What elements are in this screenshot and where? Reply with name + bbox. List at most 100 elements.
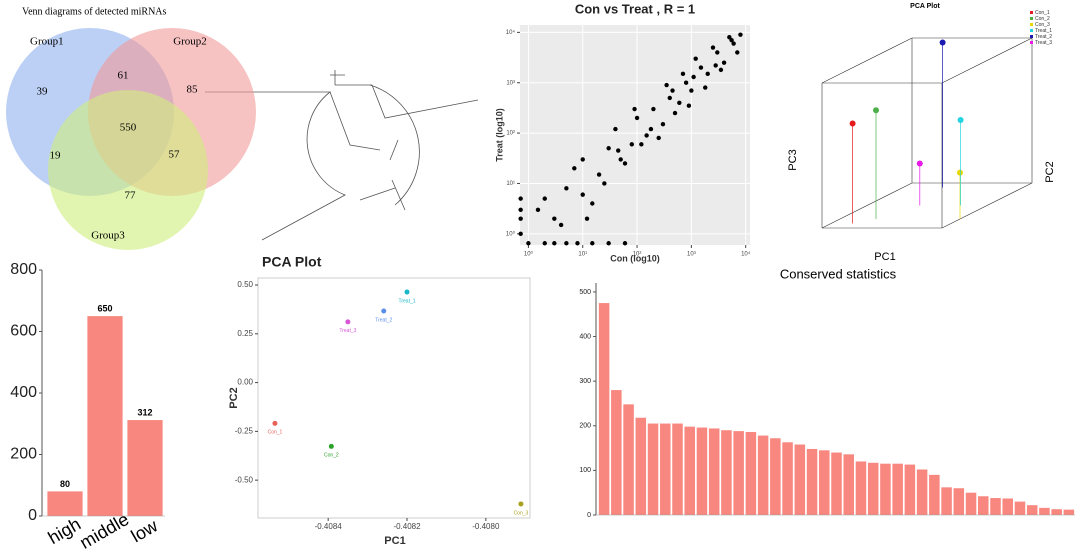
y-tick-label: -0.50 (235, 475, 254, 484)
venn-set (48, 90, 208, 250)
point (939, 39, 946, 46)
y-tick-label: -0.25 (235, 426, 254, 435)
x-axis-label: Con (log10) (610, 253, 660, 263)
point-label: Con_3 (514, 510, 529, 516)
point (580, 157, 585, 162)
point (721, 60, 727, 65)
legend-swatch (1030, 35, 1033, 38)
region-count: 85 (187, 84, 199, 96)
bar (941, 487, 952, 515)
chart-title: PCA Plot (910, 3, 940, 10)
bar (794, 444, 806, 515)
bar (770, 438, 781, 515)
point (518, 207, 523, 212)
plot-background (520, 25, 750, 245)
bar (696, 427, 708, 515)
bar (623, 404, 634, 515)
point (713, 63, 718, 68)
bar (843, 454, 854, 515)
bar (965, 492, 977, 515)
bar (647, 423, 659, 515)
point (518, 231, 523, 237)
tree-branch (335, 84, 479, 119)
point (272, 420, 278, 426)
bar (1002, 498, 1013, 515)
point (691, 74, 696, 80)
data-label: 650 (97, 304, 112, 314)
point (718, 67, 724, 73)
point (656, 135, 661, 141)
x-tick-label: -0.4084 (315, 522, 343, 531)
point (710, 45, 716, 50)
y-tick-label: 10⁴ (506, 29, 516, 36)
point (680, 71, 686, 77)
box-edge (821, 37, 913, 84)
point (651, 106, 656, 112)
point (667, 95, 672, 101)
bar (684, 426, 695, 515)
point (648, 126, 654, 132)
point (590, 201, 595, 206)
point (672, 110, 678, 116)
point (689, 88, 694, 93)
x-tick-label: low (128, 515, 162, 546)
bar (635, 417, 647, 515)
point-label: Con_2 (324, 453, 339, 459)
bar (1051, 509, 1062, 515)
point (613, 126, 618, 132)
point (683, 80, 689, 85)
y-tick-label: 100 (579, 467, 591, 474)
point (616, 148, 621, 153)
legend-label: Con_1 (1035, 10, 1050, 16)
x-tick-label: 10³ (687, 252, 696, 258)
point (518, 196, 523, 201)
point (634, 115, 640, 121)
point (602, 181, 607, 186)
chart-title: Conserved statistics (780, 266, 897, 281)
box-edge (821, 182, 913, 229)
bar (1063, 509, 1075, 515)
bar (819, 450, 830, 515)
legend-swatch (1030, 23, 1033, 26)
chart-title: Venn diagrams of detected miRNAs (22, 6, 167, 17)
region-count: 61 (118, 70, 129, 82)
point (660, 122, 666, 127)
y-tick-label: 10⁰ (506, 230, 516, 237)
bar (598, 303, 610, 515)
y-tick-label: 200 (579, 423, 591, 430)
x-tick-label: 10² (633, 252, 642, 258)
y-axis-label: PC2 (1044, 161, 1056, 182)
point-label: Treat_3 (339, 328, 356, 334)
point (518, 501, 524, 507)
point (584, 216, 590, 221)
y-tick-label: 0 (28, 507, 37, 524)
point (622, 241, 628, 246)
chart-title: PCA Plot (262, 254, 322, 270)
point (644, 133, 649, 138)
set-label: Group3 (91, 230, 125, 242)
bar (1014, 501, 1026, 515)
y-tick-label: 400 (10, 384, 37, 401)
point (957, 169, 963, 176)
x-tick-label: -0.4080 (472, 522, 500, 531)
legend-label: Con_3 (1035, 22, 1050, 28)
z-axis-label: PC3 (787, 149, 799, 170)
tree-arc (369, 84, 420, 206)
bar (953, 488, 965, 515)
bar (904, 464, 916, 515)
legend-swatch (1030, 17, 1033, 20)
y-tick-label: 0.50 (237, 280, 253, 289)
plot-frame (257, 277, 531, 519)
bar (721, 430, 732, 515)
point (575, 241, 580, 246)
legend-label: Treat_3 (1035, 40, 1052, 46)
legend-swatch (1030, 29, 1033, 32)
point (686, 103, 692, 108)
y-tick-label: 400 (579, 333, 591, 340)
point (564, 241, 569, 246)
y-tick-label: 600 (10, 323, 37, 340)
region-count: 550 (120, 122, 137, 134)
point (715, 50, 720, 55)
y-tick-label: 500 (579, 289, 591, 296)
